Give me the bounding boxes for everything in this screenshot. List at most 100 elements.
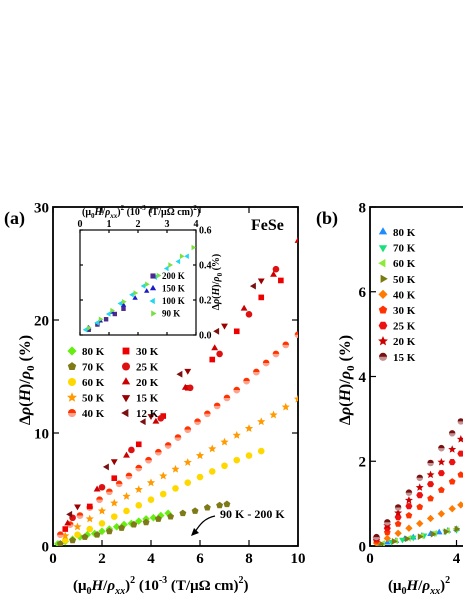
- data-point: [168, 262, 174, 268]
- y-tick-label: 2: [359, 455, 367, 471]
- data-point: [203, 503, 211, 511]
- data-point: [272, 350, 280, 358]
- data-point: [102, 463, 109, 471]
- data-point: [223, 500, 231, 508]
- data-point: [154, 515, 162, 522]
- data-point: [448, 505, 456, 513]
- data-point: [448, 459, 456, 466]
- data-point: [145, 456, 152, 464]
- data-point: [416, 503, 424, 510]
- data-point: [405, 524, 413, 532]
- data-point: [96, 496, 103, 503]
- data-point: [253, 368, 260, 376]
- data-point: [164, 442, 172, 449]
- y-tick-label: 10: [34, 426, 49, 442]
- data-point: [245, 311, 253, 318]
- data-point: [74, 531, 81, 538]
- data-point: [115, 480, 123, 488]
- data-point: [240, 304, 248, 311]
- data-point: [438, 444, 445, 452]
- data-point: [64, 519, 72, 526]
- data-point: [211, 344, 219, 351]
- panel-a-points: [54, 236, 298, 546]
- panel-b: (b) 0 4 0 2 4 6 8 80 K 70 K 60 K 50 K 40 K 30 K 25 K…: [316, 200, 463, 597]
- legend-entry: 50 K: [380, 274, 416, 286]
- data-point: [146, 478, 156, 487]
- data-point: [132, 295, 138, 300]
- data-point: [98, 483, 106, 491]
- legend-entry: 40 K: [378, 289, 416, 301]
- data-point: [135, 441, 142, 448]
- data-point: [383, 534, 391, 543]
- data-point: [404, 535, 411, 543]
- data-point: [152, 417, 160, 424]
- data-point: [145, 281, 150, 287]
- panel-a-ylabel: Δρ(H)/ρ0 (%): [17, 335, 37, 425]
- data-point: [86, 503, 93, 510]
- data-point: [186, 384, 194, 392]
- data-point: [147, 496, 155, 503]
- data-point: [443, 528, 450, 535]
- legend-marker: [378, 259, 386, 268]
- data-point: [191, 244, 196, 251]
- data-point: [208, 444, 217, 453]
- data-point: [112, 523, 121, 531]
- legend-marker: [378, 305, 388, 314]
- inset-axes: 0 1 2 3 4 0.0 0.2 0.4 0.6: [78, 219, 212, 342]
- legend-marker: [149, 297, 155, 305]
- data-point: [457, 471, 463, 478]
- data-point: [257, 417, 266, 426]
- data-point: [243, 377, 250, 385]
- data-point: [156, 272, 162, 279]
- data-point: [83, 530, 92, 539]
- x-tick-label: 0: [78, 219, 83, 230]
- panel-a-material-label: FeSe: [251, 217, 284, 234]
- data-point: [391, 538, 398, 545]
- data-point: [117, 300, 123, 307]
- data-point: [110, 459, 118, 466]
- panel-a-annotation: 90 K - 200 K: [220, 507, 285, 521]
- legend-label: 20 K: [393, 336, 416, 348]
- data-point: [97, 506, 107, 515]
- data-point: [94, 320, 99, 326]
- legend-label: 60 K: [393, 258, 416, 270]
- panel-b-frame: [369, 206, 463, 547]
- data-point: [204, 410, 211, 418]
- data-point: [103, 317, 109, 322]
- data-point: [74, 504, 81, 511]
- data-point: [426, 470, 435, 479]
- panel-b-label: (b): [316, 208, 338, 229]
- data-point: [294, 236, 298, 243]
- data-point: [129, 292, 134, 298]
- x-tick-label: 1: [107, 219, 112, 230]
- data-point: [216, 501, 224, 509]
- panel-a-legend: 80 K 70 K 60 K 50 K 40 K 30 K 25 K 20 K 15 K 12 K: [67, 346, 159, 420]
- data-point: [399, 537, 406, 544]
- legend-label: 90 K: [162, 309, 180, 319]
- data-point: [282, 341, 290, 349]
- legend-entry: 25 K: [122, 361, 159, 373]
- data-point: [123, 507, 130, 515]
- legend-entry: 100 K: [149, 296, 185, 306]
- legend-entry: 15 K: [121, 392, 159, 404]
- panel-a-series-12k: [66, 282, 256, 518]
- legend-marker: [67, 362, 77, 371]
- legend-label: 80 K: [82, 346, 105, 358]
- y-tick-label: 8: [359, 200, 367, 216]
- data-point: [179, 253, 185, 259]
- data-point: [69, 536, 77, 544]
- legend-marker: [68, 378, 76, 386]
- data-point: [179, 509, 187, 517]
- legend-marker: [67, 392, 77, 402]
- data-point: [76, 512, 84, 519]
- data-point: [378, 540, 385, 546]
- legend-label: 150 K: [162, 284, 185, 294]
- panel-a-series-40k: [57, 331, 298, 538]
- data-point: [105, 311, 111, 317]
- data-point: [121, 306, 126, 311]
- x-tick-label: 2: [98, 551, 106, 567]
- legend-marker: [68, 409, 76, 417]
- data-point: [258, 294, 265, 301]
